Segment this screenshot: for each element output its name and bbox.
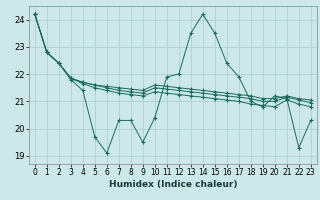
X-axis label: Humidex (Indice chaleur): Humidex (Indice chaleur) <box>108 180 237 189</box>
